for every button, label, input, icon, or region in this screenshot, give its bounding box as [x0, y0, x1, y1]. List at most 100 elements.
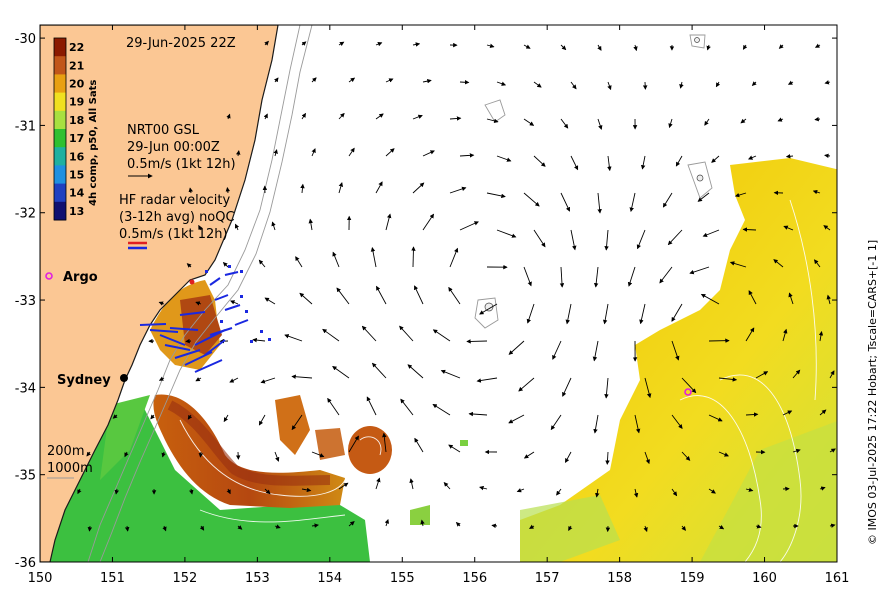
current-vector [414, 285, 424, 305]
hf-radar-vectors [139, 265, 271, 373]
current-vector [633, 488, 639, 498]
current-vector [742, 227, 757, 232]
colorbar-tick-label: 18 [69, 114, 84, 127]
current-vector [466, 339, 488, 344]
current-vector [516, 488, 525, 493]
current-vector [559, 266, 565, 288]
current-vector [565, 451, 572, 463]
current-vector [523, 192, 540, 207]
current-vector [496, 81, 507, 86]
current-vector [348, 147, 355, 157]
colorbar-segment [54, 201, 66, 221]
current-vector [284, 334, 303, 342]
current-vector [593, 414, 599, 434]
current-vector [829, 523, 836, 528]
current-vector [348, 435, 359, 453]
current-vector [332, 365, 350, 379]
sst-contours [179, 199, 817, 562]
y-tick-label: -30 [15, 32, 36, 47]
current-vector [300, 183, 305, 194]
bathymetry-contours [87, 25, 713, 562]
current-vector [311, 77, 317, 83]
x-tick-label: 153 [245, 571, 270, 586]
current-vector [597, 118, 603, 130]
current-vector [361, 325, 377, 342]
current-vector [607, 155, 612, 172]
current-vector [526, 303, 535, 324]
current-vector [643, 525, 648, 533]
current-vector [409, 478, 414, 490]
current-vector [327, 397, 340, 416]
current-vector [734, 192, 747, 198]
current-vector [86, 451, 91, 457]
current-vector [384, 518, 390, 527]
x-axis-ticks: 150 151 152 153 154 155 156 157 158 159 160 161 [28, 25, 849, 586]
current-vector [560, 118, 569, 129]
colorbar-tick-label: 14 [69, 187, 85, 200]
current-vector [552, 340, 562, 360]
colorbar-segment [54, 165, 66, 185]
current-vector [508, 340, 525, 355]
current-vector [222, 262, 229, 268]
current-vector [812, 189, 821, 195]
current-vector [533, 155, 546, 167]
current-vector [440, 369, 461, 379]
current-vector [449, 247, 459, 268]
y-tick-label: -36 [15, 556, 36, 571]
current-vector [400, 398, 414, 416]
current-vector [689, 266, 710, 275]
current-vector [274, 451, 280, 462]
current-vector [291, 374, 313, 379]
current-vector [258, 259, 266, 268]
current-vector [479, 485, 488, 491]
y-tick-label: -35 [15, 469, 36, 484]
timestamp: 29-Jun-2025 22Z [126, 36, 236, 51]
current-vector [412, 182, 425, 194]
islands [484, 37, 704, 312]
current-vector [301, 487, 312, 493]
current-vector [338, 482, 349, 490]
current-vector [529, 524, 535, 529]
current-vector [604, 229, 609, 251]
current-vector [399, 325, 414, 342]
current-vector [375, 42, 383, 47]
current-vector [336, 287, 350, 305]
x-tick-label: 150 [28, 571, 53, 586]
current-vector [375, 113, 384, 120]
current-vector [252, 337, 266, 343]
current-vector [186, 263, 192, 268]
current-vector [742, 44, 748, 50]
current-vector [486, 118, 499, 124]
current-vector [496, 229, 517, 238]
current-vector [225, 187, 231, 194]
current-vector [376, 285, 387, 305]
current-vector [560, 44, 567, 51]
current-vector [348, 521, 355, 527]
x-tick-label: 151 [100, 571, 125, 586]
current-vector [407, 364, 424, 379]
current-vector [448, 444, 461, 453]
current-vector [486, 192, 506, 199]
current-vector [745, 327, 755, 342]
current-vector [468, 411, 488, 417]
current-vector [274, 77, 279, 83]
current-vector [162, 525, 167, 532]
current-vector [479, 303, 498, 315]
current-vector [829, 448, 836, 453]
current-vector [533, 229, 546, 248]
current-vector [449, 186, 467, 194]
current-vector [518, 377, 535, 392]
current-vector [371, 362, 387, 379]
colorbar-segment [54, 56, 66, 75]
current-vector [459, 80, 470, 85]
current-vector [706, 44, 711, 51]
current-vector [824, 80, 831, 85]
y-tick-label: -34 [15, 381, 36, 396]
current-vector [260, 377, 276, 384]
current-vector [708, 414, 723, 422]
hf-legend-title: HF radar velocity [119, 193, 231, 208]
current-vector [523, 118, 535, 126]
current-vector [740, 118, 747, 124]
y-tick-label: -31 [15, 119, 36, 134]
